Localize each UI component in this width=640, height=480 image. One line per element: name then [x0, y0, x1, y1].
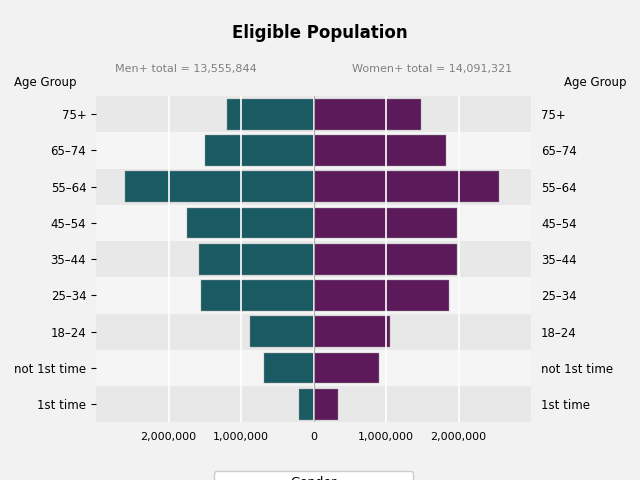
Bar	[96, 132, 531, 168]
Text: Age Group: Age Group	[564, 76, 627, 89]
Text: Eligible Population: Eligible Population	[232, 24, 408, 42]
Bar	[199, 244, 314, 275]
Legend: Women+, Men+: Women+, Men+	[214, 471, 413, 480]
Bar	[96, 241, 531, 277]
Bar	[314, 389, 337, 420]
Bar	[125, 171, 314, 202]
Bar	[96, 386, 531, 422]
Bar	[96, 350, 531, 386]
Bar	[264, 353, 314, 384]
Bar	[314, 316, 390, 347]
Bar	[314, 171, 499, 202]
Bar	[314, 207, 457, 239]
Bar	[314, 280, 449, 311]
Bar	[96, 277, 531, 313]
Bar	[314, 135, 445, 166]
Bar	[201, 280, 314, 311]
Bar	[314, 244, 457, 275]
Text: Age Group: Age Group	[13, 76, 76, 89]
Bar	[205, 135, 314, 166]
Bar	[96, 168, 531, 205]
Bar	[96, 205, 531, 241]
Bar	[96, 313, 531, 350]
Text: Women+ total = 14,091,321: Women+ total = 14,091,321	[352, 64, 512, 74]
Bar	[314, 353, 379, 384]
Bar	[299, 389, 314, 420]
Bar	[250, 316, 314, 347]
Bar	[187, 207, 314, 239]
Text: Men+ total = 13,555,844: Men+ total = 13,555,844	[115, 64, 257, 74]
Bar	[96, 96, 531, 132]
Bar	[314, 99, 421, 130]
Bar	[227, 99, 314, 130]
